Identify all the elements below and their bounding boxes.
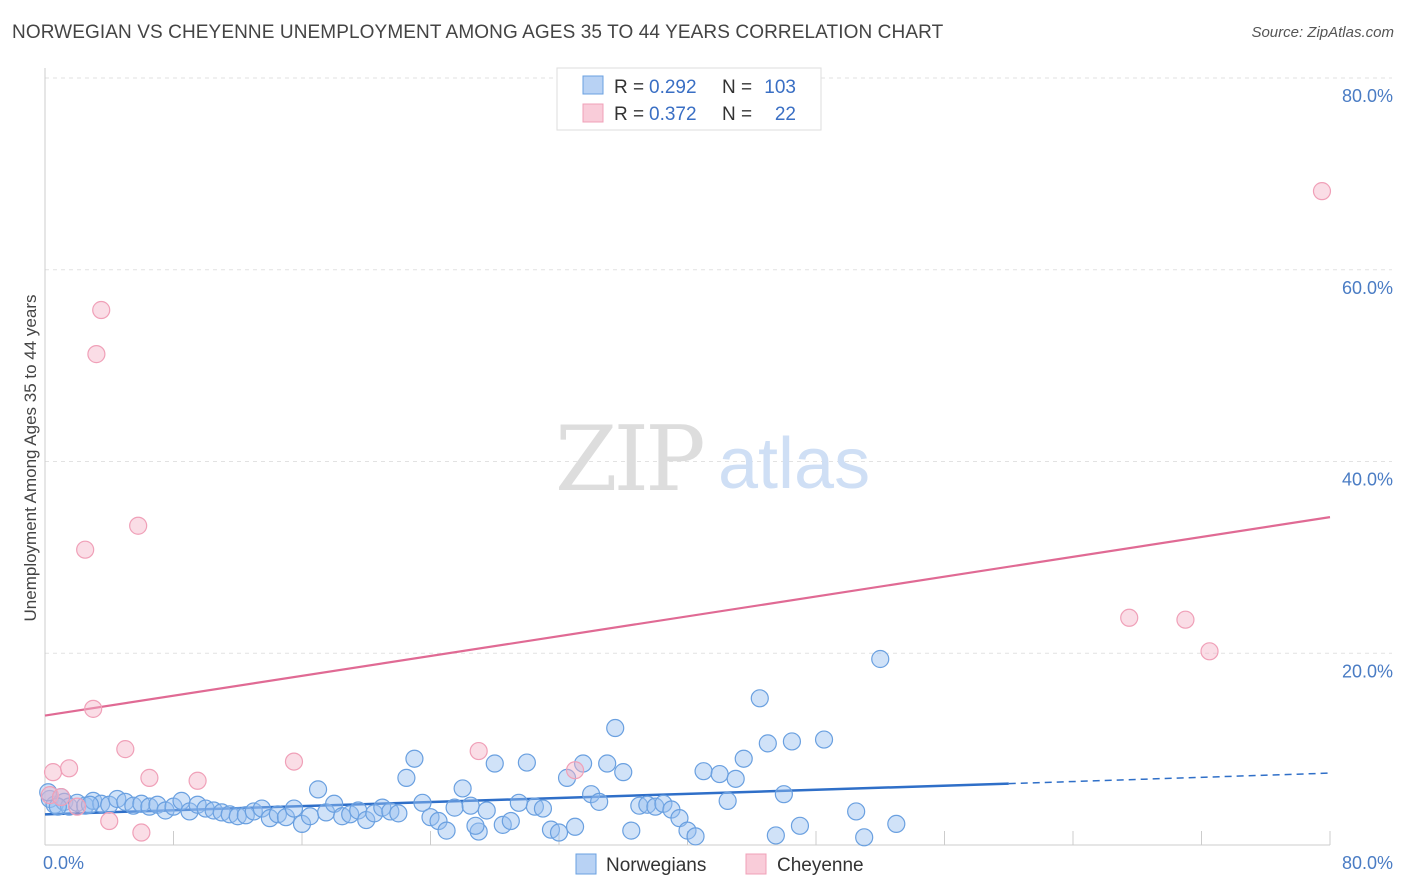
point-norwegians-95 [847, 802, 866, 821]
point-cheyenne-6 [87, 345, 106, 364]
bottom-legend-swatch-cheyenne [745, 853, 767, 875]
point-norwegians-60 [509, 793, 528, 812]
point-norwegians-83 [694, 762, 713, 781]
point-norwegians-90 [766, 826, 785, 845]
point-cheyenne-0 [40, 786, 59, 805]
point-norwegians-59 [501, 811, 520, 831]
point-cheyenne-14 [284, 752, 304, 771]
legend-swatch-norwegians [582, 75, 604, 95]
point-norwegians-32 [284, 799, 304, 818]
point-norwegians-84 [710, 764, 729, 784]
point-cheyenne-2 [59, 759, 79, 778]
point-norwegians-35 [308, 780, 328, 799]
point-norwegians-65 [549, 823, 569, 842]
point-norwegians-86 [726, 769, 745, 788]
bottom-legend: Norwegians Cheyenne [575, 853, 864, 876]
point-norwegians-72 [606, 718, 625, 738]
point-norwegians-46 [397, 768, 416, 787]
point-cheyenne-13 [188, 771, 207, 790]
point-cheyenne-12 [140, 768, 159, 787]
point-norwegians-63 [533, 799, 553, 818]
bottom-legend-cheyenne: Cheyenne [777, 855, 864, 876]
point-cheyenne-7 [92, 300, 111, 320]
point-cheyenne-4 [76, 540, 95, 559]
point-norwegians-56 [477, 801, 496, 820]
legend-r-label-norwegians: R = [614, 77, 644, 98]
bottom-legend-swatch-norwegians [575, 853, 597, 875]
point-norwegians-54 [461, 796, 480, 815]
point-cheyenne-1 [43, 763, 63, 782]
point-norwegians-73 [614, 763, 633, 782]
legend: R = 0.292 N = 103 R = 0.372 N = 22 [556, 67, 822, 131]
point-norwegians-45 [389, 804, 408, 823]
point-norwegians-51 [437, 821, 456, 840]
point-cheyenne-21 [51, 787, 71, 807]
legend-n-value-norwegians: 103 [764, 77, 796, 98]
legend-n-value-cheyenne: 22 [775, 104, 796, 125]
point-norwegians-102 [466, 816, 485, 835]
point-norwegians-34 [300, 807, 320, 826]
point-cheyenne-20 [1312, 182, 1332, 201]
point-cheyenne-10 [129, 516, 148, 535]
legend-n-label-cheyenne: N = [722, 104, 752, 125]
point-cheyenne-16 [565, 761, 585, 780]
y-tick-label-0: 20.0% [1342, 661, 1393, 681]
trend-lines [44, 516, 1331, 816]
point-norwegians-61 [517, 753, 536, 772]
point-norwegians-71 [598, 754, 617, 773]
point-norwegians-55 [469, 822, 488, 841]
legend-r-label-cheyenne: R = [614, 104, 644, 125]
watermark-atlas: atlas [718, 424, 870, 504]
data-points [39, 182, 1332, 847]
chart-source: Source: ZipAtlas.com [1251, 24, 1394, 41]
trend-line-norwegians-extension [1008, 772, 1331, 785]
point-norwegians-94 [814, 730, 834, 749]
trend-line-cheyenne [44, 516, 1331, 717]
bottom-legend-norwegians: Norwegians [606, 855, 706, 876]
y-tick-label-2: 60.0% [1342, 278, 1393, 298]
x-tick-label-1: 80.0% [1342, 853, 1393, 873]
watermark-zip: ZIP [555, 407, 703, 512]
legend-r-value-norwegians: 0.292 [649, 77, 697, 98]
y-tick-label-3: 80.0% [1342, 86, 1393, 106]
point-cheyenne-3 [68, 797, 87, 816]
point-cheyenne-18 [1176, 610, 1195, 629]
point-norwegians-87 [734, 749, 753, 768]
point-norwegians-67 [565, 817, 585, 836]
legend-r-value-cheyenne: 0.372 [649, 104, 697, 125]
grid-lines [45, 77, 1392, 654]
point-norwegians-88 [750, 689, 769, 708]
point-norwegians-52 [445, 798, 464, 817]
point-norwegians-85 [718, 791, 737, 810]
point-norwegians-96 [855, 828, 874, 847]
point-norwegians-57 [485, 754, 504, 773]
x-tick-label-0: 0.0% [43, 853, 84, 873]
point-norwegians-98 [887, 814, 906, 834]
point-norwegians-89 [758, 734, 777, 753]
point-norwegians-91 [774, 785, 793, 804]
point-norwegians-93 [790, 816, 810, 835]
point-cheyenne-11 [132, 823, 151, 842]
point-norwegians-48 [413, 793, 432, 812]
point-cheyenne-15 [469, 741, 488, 761]
point-cheyenne-9 [116, 740, 135, 759]
tick-labels: 20.0% 40.0% 60.0% 80.0% 0.0% 80.0% [43, 86, 1393, 873]
point-cheyenne-8 [100, 811, 119, 831]
legend-n-label-norwegians: N = [722, 77, 752, 98]
point-norwegians-53 [453, 779, 472, 798]
point-cheyenne-17 [1120, 608, 1139, 627]
point-norwegians-97 [871, 649, 890, 669]
point-cheyenne-5 [84, 699, 103, 718]
point-norwegians-70 [590, 792, 609, 811]
chart-title: NORWEGIAN VS CHEYENNE UNEMPLOYMENT AMONG… [12, 22, 944, 43]
point-norwegians-47 [405, 749, 424, 768]
y-axis-label: Unemployment Among Ages 35 to 44 years [21, 295, 40, 622]
point-norwegians-82 [686, 827, 705, 846]
point-norwegians-92 [782, 732, 802, 751]
point-norwegians-74 [622, 821, 641, 840]
legend-swatch-cheyenne [582, 103, 604, 123]
y-tick-label-1: 40.0% [1342, 470, 1393, 490]
point-cheyenne-19 [1200, 642, 1219, 661]
